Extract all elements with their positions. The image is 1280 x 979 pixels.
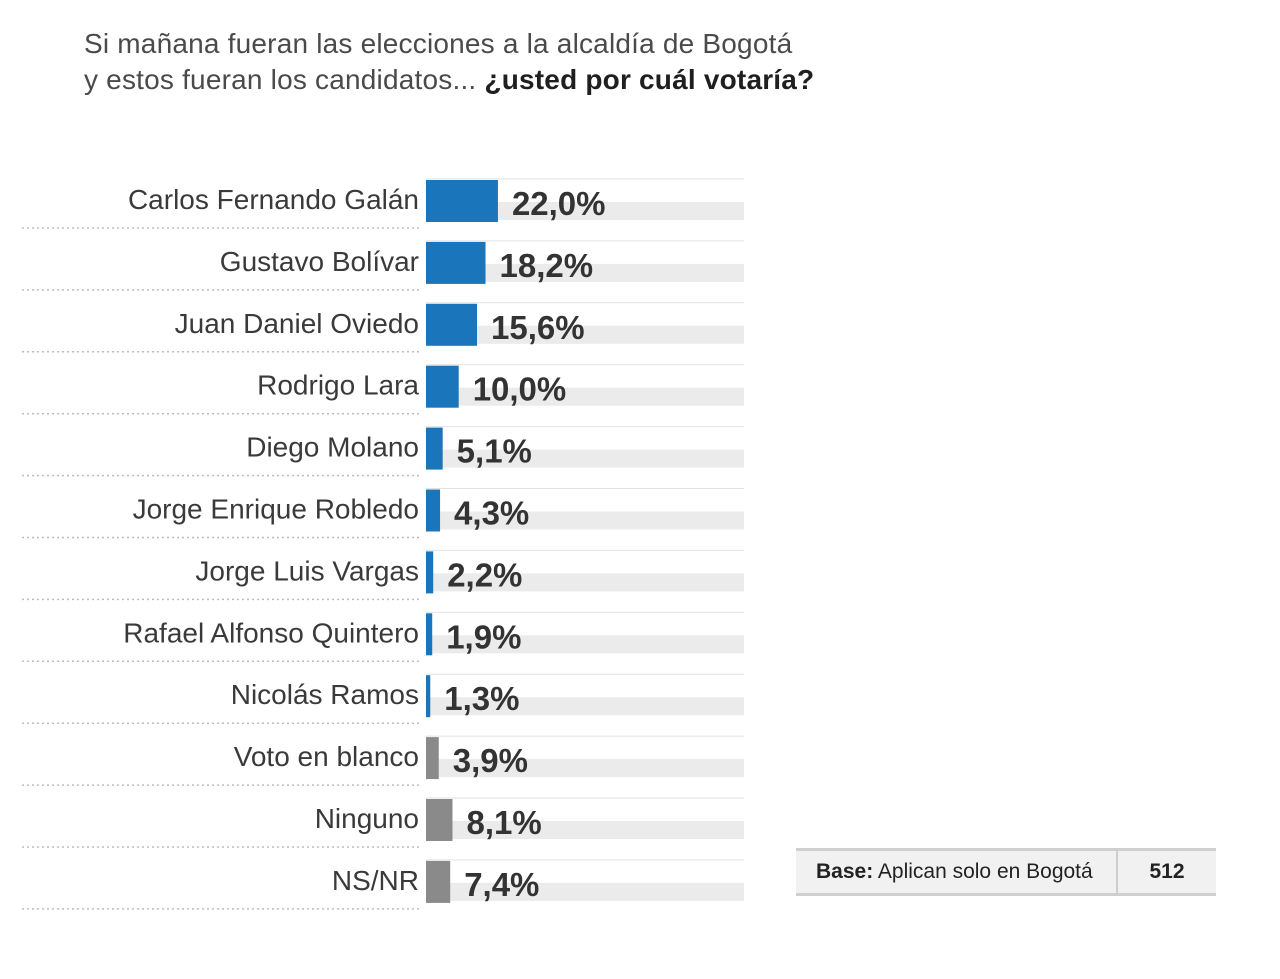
category-label: Voto en blanco: [234, 741, 419, 772]
bar-track: [426, 511, 744, 530]
bar-candidate: [426, 180, 498, 222]
bar-track: [426, 697, 744, 716]
bar-candidate: [426, 489, 441, 532]
value-label: 7,4%: [464, 866, 539, 903]
category-label: Jorge Luis Vargas: [195, 555, 419, 586]
category-label: Rodrigo Lara: [257, 370, 419, 401]
category-label: Rafael Alfonso Quintero: [123, 617, 419, 648]
value-label: 22,0%: [512, 185, 606, 222]
bar-track: [426, 759, 744, 778]
bar-track: [426, 635, 744, 654]
category-label: Nicolás Ramos: [231, 679, 419, 710]
bar-track: [426, 882, 744, 901]
bar-track: [426, 202, 744, 220]
question-line-2: y estos fueran los candidatos... ¿usted …: [84, 62, 984, 98]
bar-track: [426, 263, 744, 282]
question-line-2-bold: ¿usted por cuál votaría?: [484, 64, 815, 95]
value-label: 10,0%: [473, 371, 567, 408]
bar-other: [426, 737, 439, 780]
base-text: Base: Aplican solo en Bogotá: [796, 860, 1116, 884]
bar-track: [426, 449, 744, 468]
bar-other: [426, 799, 453, 841]
bar-candidate: [426, 303, 478, 346]
chart-question: Si mañana fueran las elecciones a la alc…: [84, 26, 984, 98]
value-label: 4,3%: [454, 495, 529, 532]
bar-candidate: [426, 427, 443, 470]
base-sample-size: 512: [1149, 860, 1185, 883]
value-label: 5,1%: [457, 433, 532, 470]
base-description: Aplican solo en Bogotá: [873, 860, 1093, 883]
category-label: NS/NR: [332, 865, 419, 896]
bar-other: [426, 860, 451, 903]
bar-track: [426, 821, 744, 839]
bar-candidate: [426, 613, 433, 656]
category-label: Carlos Fernando Galán: [128, 184, 419, 215]
bar-track: [426, 325, 744, 344]
value-label: 18,2%: [500, 247, 594, 284]
question-line-2-plain: y estos fueran los candidatos...: [84, 64, 485, 95]
value-label: 1,9%: [446, 618, 521, 655]
value-label: 8,1%: [466, 804, 541, 841]
base-key: Base:: [816, 860, 874, 883]
category-label: Jorge Enrique Robledo: [133, 494, 419, 525]
category-label: Diego Molano: [246, 432, 419, 463]
category-label: Gustavo Bolívar: [220, 246, 419, 277]
value-label: 3,9%: [453, 742, 528, 779]
bar-candidate: [426, 241, 486, 284]
bar-track: [426, 387, 744, 406]
base-divider: [1116, 851, 1118, 893]
bar-candidate: [426, 675, 431, 718]
bar-chart-rows: Carlos Fernando Galán 22,0% Gustavo Bolíva…: [22, 178, 744, 910]
category-label: Juan Daniel Oviedo: [175, 308, 419, 339]
bar-track: [426, 573, 744, 592]
value-label: 2,2%: [447, 556, 522, 593]
value-label: 15,6%: [491, 309, 585, 346]
bar-candidate: [426, 551, 434, 594]
base-box: Base: Aplican solo en Bogotá 512: [796, 848, 1216, 896]
question-line-1: Si mañana fueran las elecciones a la alc…: [84, 28, 793, 59]
value-label: 1,3%: [444, 680, 519, 717]
bar-candidate: [426, 365, 459, 408]
category-label: Ninguno: [315, 803, 419, 834]
